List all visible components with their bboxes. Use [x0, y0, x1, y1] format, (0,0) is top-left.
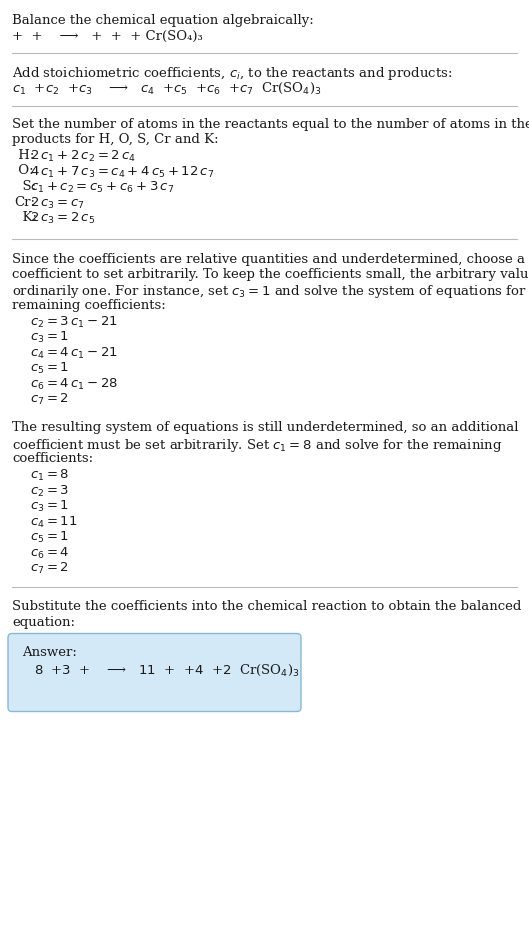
Text: Set the number of atoms in the reactants equal to the number of atoms in the: Set the number of atoms in the reactants…	[12, 118, 529, 131]
Text: $c_1 + c_2 = c_5 + c_6 + 3\,c_7$: $c_1 + c_2 = c_5 + c_6 + 3\,c_7$	[30, 180, 174, 195]
Text: Since the coefficients are relative quantities and underdetermined, choose a: Since the coefficients are relative quan…	[12, 253, 525, 266]
Text: coefficient must be set arbitrarily. Set $c_1 = 8$ and solve for the remaining: coefficient must be set arbitrarily. Set…	[12, 437, 503, 454]
Text: $2\,c_1 + 2\,c_2 = 2\,c_4$: $2\,c_1 + 2\,c_2 = 2\,c_4$	[30, 149, 136, 164]
Text: $c_2 = 3\,c_1 - 21$: $c_2 = 3\,c_1 - 21$	[30, 315, 118, 330]
Text: S:: S:	[14, 180, 36, 193]
Text: $c_6 = 4\,c_1 - 28$: $c_6 = 4\,c_1 - 28$	[30, 377, 118, 392]
Text: coefficients:: coefficients:	[12, 453, 93, 466]
Text: equation:: equation:	[12, 616, 75, 629]
Text: The resulting system of equations is still underdetermined, so an additional: The resulting system of equations is sti…	[12, 421, 518, 434]
Text: Add stoichiometric coefficients, $c_i$, to the reactants and products:: Add stoichiometric coefficients, $c_i$, …	[12, 65, 452, 82]
Text: $c_5 = 1$: $c_5 = 1$	[30, 530, 69, 545]
Text: Cr:: Cr:	[14, 195, 35, 208]
Text: $c_4 = 4\,c_1 - 21$: $c_4 = 4\,c_1 - 21$	[30, 345, 118, 360]
Text: $c_7 = 2$: $c_7 = 2$	[30, 561, 69, 576]
FancyBboxPatch shape	[8, 633, 301, 711]
Text: K:: K:	[14, 211, 37, 224]
Text: $c_7 = 2$: $c_7 = 2$	[30, 392, 69, 407]
Text: Substitute the coefficients into the chemical reaction to obtain the balanced: Substitute the coefficients into the che…	[12, 600, 522, 614]
Text: products for H, O, S, Cr and K:: products for H, O, S, Cr and K:	[12, 133, 218, 146]
Text: Balance the chemical equation algebraically:: Balance the chemical equation algebraica…	[12, 14, 314, 27]
Text: $2\,c_3 = c_7$: $2\,c_3 = c_7$	[30, 195, 85, 210]
Text: $8$  +$3$  +    ⟶   $11$  +  +$4$  +$2$  Cr(SO$_4$)$_3$: $8$ +$3$ + ⟶ $11$ + +$4$ +$2$ Cr(SO$_4$)…	[34, 663, 299, 678]
Text: $c_3 = 1$: $c_3 = 1$	[30, 330, 69, 345]
Text: coefficient to set arbitrarily. To keep the coefficients small, the arbitrary va: coefficient to set arbitrarily. To keep …	[12, 268, 529, 281]
Text: +  +    ⟶   +  +  + Cr(SO₄)₃: + + ⟶ + + + Cr(SO₄)₃	[12, 30, 203, 43]
Text: $c_4 = 11$: $c_4 = 11$	[30, 515, 77, 530]
Text: $4\,c_1 + 7\,c_3 = c_4 + 4\,c_5 + 12\,c_7$: $4\,c_1 + 7\,c_3 = c_4 + 4\,c_5 + 12\,c_…	[30, 165, 214, 180]
Text: $c_2 = 3$: $c_2 = 3$	[30, 483, 69, 498]
Text: $c_5 = 1$: $c_5 = 1$	[30, 361, 69, 376]
Text: H:: H:	[14, 149, 34, 162]
Text: $c_1$  +$c_2$  +$c_3$    ⟶   $c_4$  +$c_5$  +$c_6$  +$c_7$  Cr(SO$_4$)$_3$: $c_1$ +$c_2$ +$c_3$ ⟶ $c_4$ +$c_5$ +$c_6…	[12, 81, 322, 95]
Text: $2\,c_3 = 2\,c_5$: $2\,c_3 = 2\,c_5$	[30, 211, 95, 226]
Text: $c_1 = 8$: $c_1 = 8$	[30, 468, 69, 483]
Text: ordinarily one. For instance, set $c_3 = 1$ and solve the system of equations fo: ordinarily one. For instance, set $c_3 =…	[12, 283, 529, 301]
Text: $c_6 = 4$: $c_6 = 4$	[30, 545, 69, 560]
Text: remaining coefficients:: remaining coefficients:	[12, 299, 166, 312]
Text: O:: O:	[14, 165, 34, 178]
Text: Answer:: Answer:	[22, 645, 77, 658]
Text: $c_3 = 1$: $c_3 = 1$	[30, 499, 69, 514]
